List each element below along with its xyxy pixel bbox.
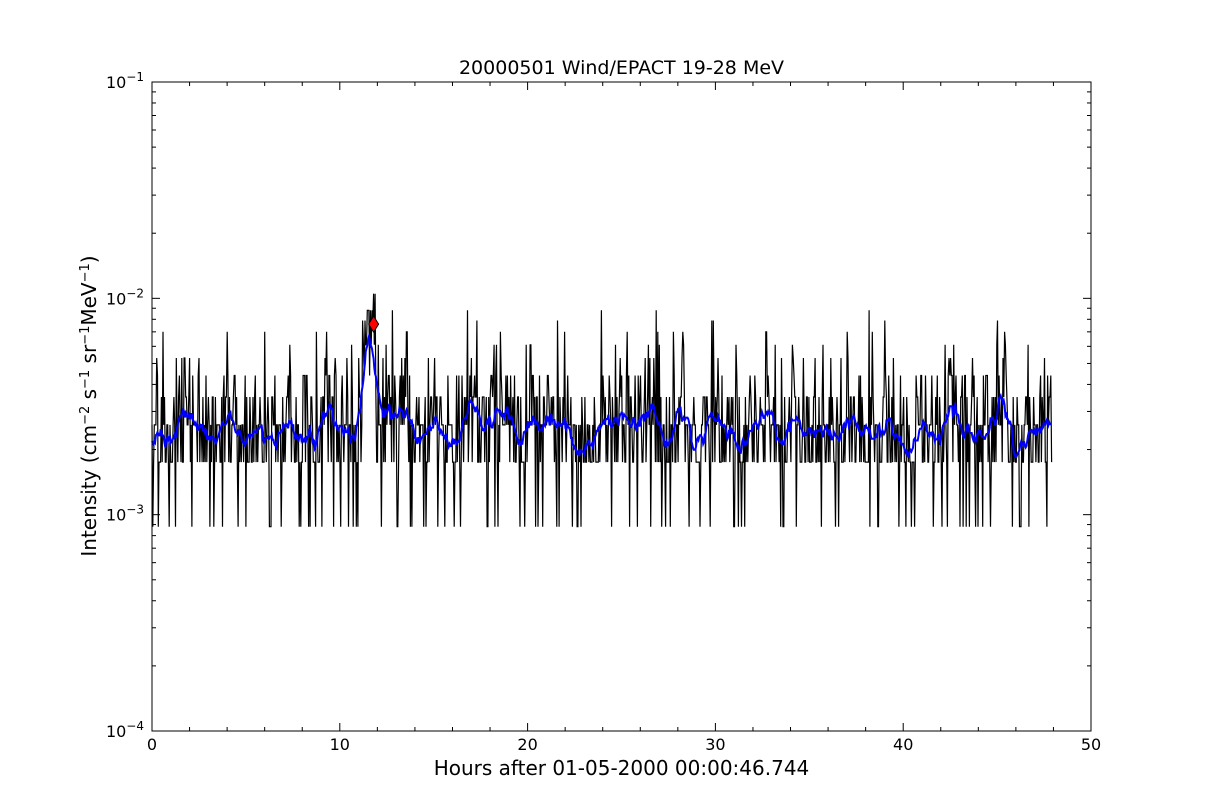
series-smoothed-intensity (151, 333, 1052, 459)
x-tick-label: 10 (330, 735, 350, 754)
x-axis-label: Hours after 01-05-2000 00:00:46.744 (434, 756, 810, 780)
y-axis-label-exponent: −1 (78, 263, 93, 282)
y-axis-label-text: s (77, 389, 101, 406)
y-axis-label-text: ) (77, 255, 101, 263)
y-tick-label: 10−3 (106, 503, 144, 525)
x-tick-label: 30 (705, 735, 725, 754)
y-axis-label: Intensity (cm−2 s−1 sr−1MeV−1) (77, 255, 101, 556)
x-tick-label: 0 (147, 735, 157, 754)
y-tick-label: 10−2 (106, 286, 144, 308)
y-axis-label-exponent: −2 (78, 406, 93, 425)
series-layer (151, 293, 1053, 528)
y-axis-label-exponent: −1 (78, 370, 93, 389)
peak-marker (368, 315, 380, 334)
chart-title: 20000501 Wind/EPACT 19-28 MeV (459, 57, 784, 79)
y-axis-label-text: MeV (77, 282, 101, 326)
y-tick-label: 10−4 (106, 719, 144, 741)
tick-layer: 0 10 20 30 40 50 10−4 10−3 10−2 10−1 (106, 70, 1101, 754)
x-tick-label: 20 (517, 735, 537, 754)
y-axis-label-exponent: −1 (78, 326, 93, 345)
plot-frame (151, 81, 1092, 732)
y-tick-label: 10−1 (106, 70, 144, 92)
y-axis-label-text: Intensity (cm (77, 425, 101, 557)
x-tick-label: 50 (1081, 735, 1101, 754)
x-tick-label: 40 (893, 735, 913, 754)
y-axis-label-text: sr (77, 344, 101, 370)
